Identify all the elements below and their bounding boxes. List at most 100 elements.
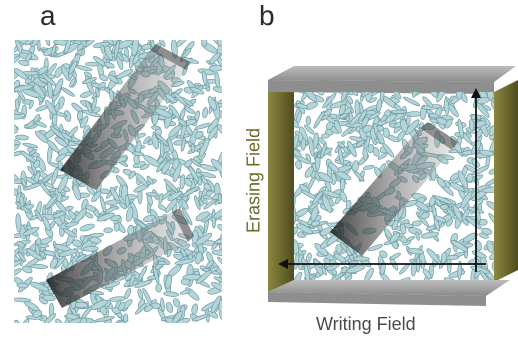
particle xyxy=(180,278,191,286)
particle xyxy=(54,250,60,260)
particle xyxy=(415,231,420,241)
panel-label-a: a xyxy=(40,0,56,31)
particle xyxy=(411,220,422,227)
particle xyxy=(380,114,388,122)
particle xyxy=(57,174,69,194)
particle xyxy=(212,86,222,93)
particle xyxy=(294,155,312,165)
particle xyxy=(160,297,165,312)
particle xyxy=(14,98,20,111)
particle xyxy=(100,44,106,54)
particle xyxy=(319,227,333,236)
particle xyxy=(312,132,319,150)
particle xyxy=(190,143,196,154)
particle xyxy=(79,115,89,129)
particle xyxy=(346,265,366,274)
particle xyxy=(143,304,153,313)
particle xyxy=(22,318,30,323)
particle xyxy=(488,212,494,227)
particle xyxy=(211,209,216,229)
particle xyxy=(399,223,407,235)
particle xyxy=(132,53,140,65)
particle xyxy=(482,186,494,193)
particle xyxy=(217,256,222,270)
particle xyxy=(43,313,56,323)
particle xyxy=(339,178,346,192)
particle xyxy=(367,244,384,252)
particle xyxy=(208,64,222,72)
particle xyxy=(19,195,25,208)
column-upper-a xyxy=(60,44,190,190)
particle xyxy=(139,163,150,170)
particle xyxy=(29,214,39,221)
particle xyxy=(16,241,25,248)
particle xyxy=(462,232,478,243)
particle xyxy=(217,223,222,232)
particle xyxy=(436,92,447,103)
particle xyxy=(420,212,430,220)
particle xyxy=(372,146,380,157)
particle xyxy=(50,44,57,57)
particle xyxy=(60,65,71,82)
particle xyxy=(426,248,440,263)
particle xyxy=(71,239,83,247)
writing-electrode-bottom-edge xyxy=(268,292,486,306)
particle xyxy=(172,310,183,323)
particle xyxy=(180,248,187,258)
particle xyxy=(295,160,303,170)
particle xyxy=(384,113,397,123)
particle xyxy=(165,302,174,313)
particle xyxy=(359,127,368,143)
particle xyxy=(28,148,37,156)
particle xyxy=(20,177,27,187)
particle xyxy=(165,274,173,289)
field-arrows xyxy=(278,88,486,272)
particle xyxy=(391,219,399,231)
particle xyxy=(109,186,120,202)
particle xyxy=(349,92,359,97)
particle xyxy=(55,153,67,162)
particle xyxy=(452,204,463,222)
particle xyxy=(406,114,411,126)
particle xyxy=(338,112,349,120)
particle xyxy=(163,178,179,194)
particle xyxy=(202,107,208,119)
particle xyxy=(349,112,362,126)
particle xyxy=(63,228,78,238)
particle xyxy=(476,96,490,105)
particle xyxy=(142,287,153,306)
particle xyxy=(394,277,411,280)
particle xyxy=(210,295,222,314)
particle xyxy=(134,279,153,288)
particle xyxy=(91,190,102,203)
particle xyxy=(96,212,115,222)
column-lower-a xyxy=(46,208,194,308)
particle xyxy=(90,299,109,311)
particle xyxy=(294,134,300,151)
particle xyxy=(143,214,156,222)
particle xyxy=(172,298,181,308)
particle xyxy=(461,208,470,221)
particle xyxy=(360,92,377,98)
particle xyxy=(429,92,438,98)
particle xyxy=(14,171,19,181)
particle xyxy=(457,170,469,189)
particle xyxy=(195,211,210,222)
particle xyxy=(368,111,381,120)
particle xyxy=(389,252,401,260)
particle xyxy=(379,250,388,259)
particle xyxy=(14,123,18,134)
particle xyxy=(76,110,84,121)
particle xyxy=(61,87,75,97)
particle xyxy=(382,127,390,138)
particle xyxy=(14,109,22,115)
particle xyxy=(457,260,462,280)
particle xyxy=(420,231,440,239)
particle xyxy=(75,253,87,263)
particle xyxy=(443,98,450,115)
particle xyxy=(443,277,457,280)
particle xyxy=(391,109,408,114)
particle xyxy=(179,108,186,120)
particle xyxy=(72,184,81,201)
particle xyxy=(210,282,222,292)
